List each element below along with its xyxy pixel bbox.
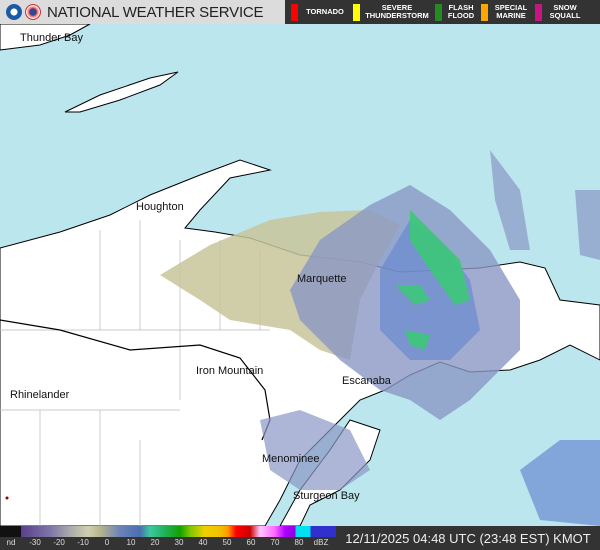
header-bar: NATIONAL WEATHER SERVICE	[0, 0, 285, 24]
place-label: Thunder Bay	[20, 32, 83, 44]
isle-royale	[64, 71, 179, 113]
legend-tick: 10	[126, 538, 136, 547]
color-scale	[0, 526, 336, 537]
legend-tick: 60	[246, 538, 256, 547]
legend-tick: -10	[77, 538, 89, 547]
legend-tick: 40	[198, 538, 208, 547]
place-label: Rhinelander	[10, 389, 70, 401]
warning-legend: TORNADO SEVERE THUNDERSTORM FLASH FLOOD …	[285, 0, 600, 24]
warning-snow-squall: SNOW SQUALL	[529, 0, 583, 24]
place-label: Sturgeon Bay	[293, 490, 360, 502]
legend-tick: -20	[53, 538, 65, 547]
radar-site-marker	[5, 496, 9, 500]
header-title: NATIONAL WEATHER SERVICE	[47, 3, 264, 21]
legend-tick: 20	[150, 538, 160, 547]
warning-special-marine: SPECIAL MARINE	[475, 0, 529, 24]
place-label: Menominee	[262, 453, 320, 465]
legend-tick: 80	[294, 538, 304, 547]
place-label: Escanaba	[342, 375, 391, 387]
legend-tick: nd	[6, 538, 16, 547]
radar-echoes	[160, 150, 600, 526]
dbz-color-legend: nd -30 -20 -10 0 10 20 30 40 50 60 70 80…	[0, 526, 336, 550]
warning-flash-flood: FLASH FLOOD	[429, 0, 475, 24]
legend-tick: 0	[104, 538, 110, 547]
noaa-logo-icon	[6, 4, 22, 20]
warning-tornado: TORNADO	[285, 0, 347, 24]
place-label: Iron Mountain	[196, 365, 264, 377]
warning-severe-thunderstorm: SEVERE THUNDERSTORM	[347, 0, 429, 24]
legend-tick: 50	[222, 538, 232, 547]
state-border	[0, 319, 271, 441]
legend-tick: 30	[174, 538, 184, 547]
timestamp: 12/11/2025 04:48 UTC (23:48 EST) KMOT	[336, 526, 600, 550]
place-label: Houghton	[136, 201, 184, 213]
legend-tick: dBZ	[313, 538, 329, 547]
nws-logo-icon	[25, 4, 41, 20]
legend-tick: 70	[270, 538, 280, 547]
ontario-shore	[0, 23, 91, 51]
legend-tick: -30	[29, 538, 41, 547]
place-label: Marquette	[297, 273, 347, 285]
